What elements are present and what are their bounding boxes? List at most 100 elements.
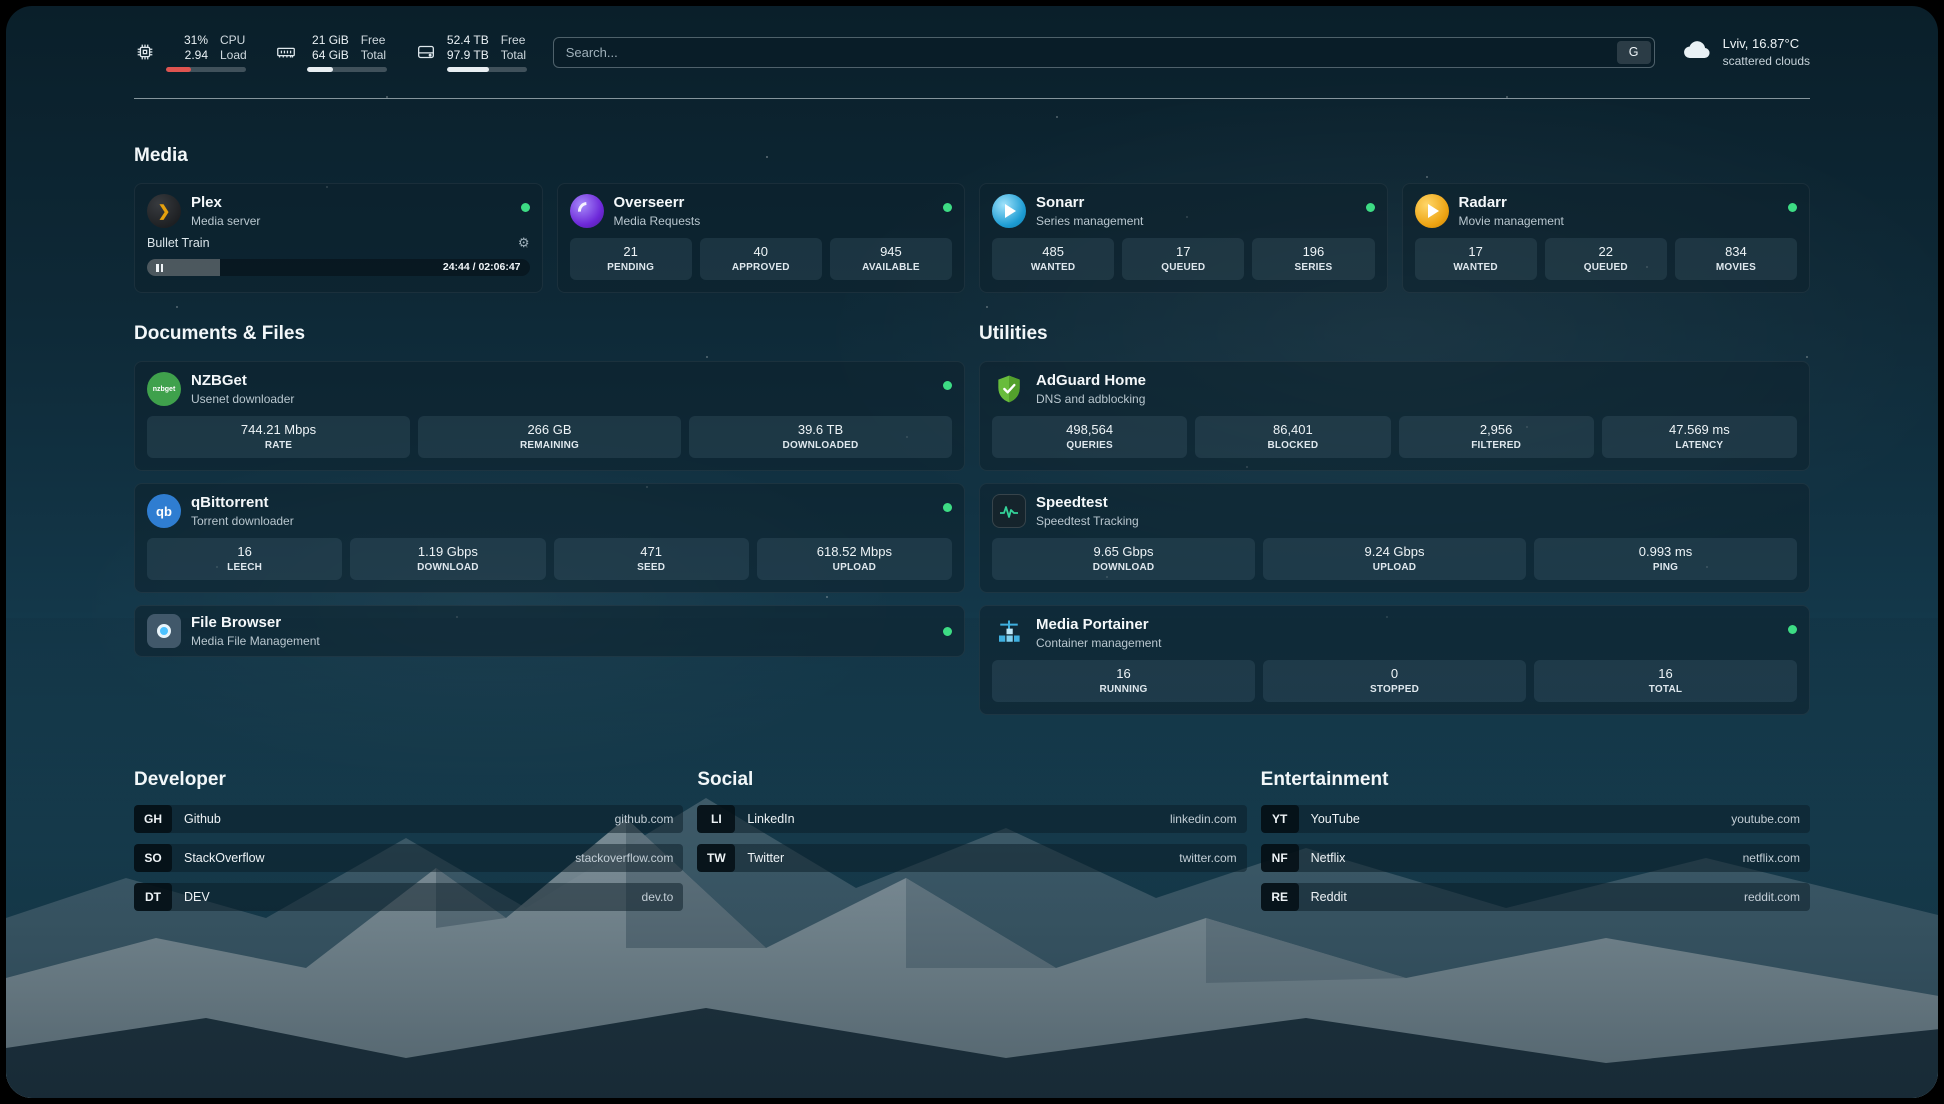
disk-monitor: 52.4 TB 97.9 TB Free Total — [415, 33, 527, 72]
stat-value: 22 — [1598, 244, 1613, 259]
bookmark-abbr: NF — [1260, 844, 1299, 872]
stat-label: SEED — [637, 562, 666, 573]
plex-icon: ❯ — [147, 194, 181, 228]
stat-tile: 16 RUNNING — [992, 660, 1255, 702]
bookmark-linkedin[interactable]: LI LinkedIn linkedin.com — [697, 805, 1247, 833]
service-card-qbittorrent[interactable]: qb qBittorrent Torrent downloader 16 LEE… — [134, 483, 965, 593]
stat-label: QUEUED — [1583, 262, 1628, 273]
stat-value: 498,564 — [1066, 422, 1114, 437]
bookmark-url: dev.to — [641, 890, 674, 904]
stat-tile: 40 APPROVED — [699, 238, 822, 280]
bookmark-name: YouTube — [1310, 812, 1360, 826]
stat-label: DOWNLOAD — [1092, 562, 1155, 573]
stat-label: AVAILABLE — [862, 262, 920, 273]
service-card-overseerr[interactable]: Overseerr Media Requests 21 PENDING 40 A… — [556, 183, 965, 293]
stat-value: 196 — [1302, 244, 1325, 259]
stat-label: RATE — [264, 440, 293, 451]
utilities-column: Utilities AdGuard Home DNS and — [979, 323, 1810, 727]
service-card-radarr[interactable]: Radarr Movie management 17 WANTED 22 QUE… — [1401, 183, 1810, 293]
service-name: Sonarr — [1036, 194, 1085, 211]
sonarr-icon — [992, 194, 1026, 228]
disk-icon — [415, 41, 437, 63]
pause-icon[interactable] — [156, 263, 163, 272]
stat-tile: 1.19 Gbps DOWNLOAD — [350, 538, 546, 580]
plex-player-bar[interactable]: 24:44 / 02:06:47 — [147, 259, 530, 276]
service-card-portainer[interactable]: Media Portainer Container management 16 … — [979, 605, 1810, 715]
service-name: NZBGet — [191, 372, 247, 389]
stat-value: 0.993 ms — [1638, 544, 1693, 559]
bookmark-url: github.com — [614, 812, 674, 826]
stat-value: 945 — [880, 244, 902, 259]
stat-label: WANTED — [1453, 262, 1498, 273]
stat-tile: 498,564 QUERIES — [992, 416, 1188, 458]
stat-tile: 16 TOTAL — [1534, 660, 1797, 702]
stat-label: QUERIES — [1066, 440, 1113, 451]
status-dot — [1365, 202, 1375, 212]
bookmark-reddit[interactable]: RE Reddit reddit.com — [1260, 883, 1810, 911]
stat-value: 17 — [1176, 244, 1191, 259]
search-provider-button[interactable]: G — [1616, 40, 1651, 64]
stat-tile: 266 GB REMAINING — [418, 416, 681, 458]
status-dot — [943, 202, 952, 212]
stat-value: 744.21 Mbps — [240, 422, 317, 437]
stat-tile: 47.569 ms LATENCY — [1601, 416, 1797, 458]
stat-value: 485 — [1042, 244, 1064, 259]
cpu-label: CPU — [220, 32, 246, 47]
gear-icon[interactable]: ⚙ — [517, 235, 530, 250]
bookmark-abbr: DT — [134, 883, 172, 911]
service-card-plex[interactable]: ❯ Plex Media server Bullet Train ⚙ 24:44… — [134, 183, 543, 293]
stat-value: 834 — [1725, 244, 1747, 259]
memory-icon — [275, 41, 297, 63]
bookmark-netflix[interactable]: NF Netflix netflix.com — [1260, 844, 1810, 872]
bookmark-twitter[interactable]: TW Twitter twitter.com — [697, 844, 1247, 872]
bookmark-name: DEV — [184, 890, 210, 904]
top-bar: 31% 2.94 CPU Load — [134, 28, 1810, 76]
stat-value: 16 — [1116, 666, 1131, 681]
service-card-nzbget[interactable]: nzbget NZBGet Usenet downloader 744.21 M… — [134, 361, 965, 471]
stat-label: TOTAL — [1648, 684, 1683, 695]
service-desc: DNS and adblocking — [1036, 392, 1146, 406]
stat-label: LATENCY — [1675, 440, 1724, 451]
service-card-filebrowser[interactable]: File Browser Media File Management — [134, 605, 965, 657]
disk-progress-bar — [446, 66, 527, 72]
radarr-icon — [1414, 194, 1449, 228]
stat-tile: 0.993 ms PING — [1534, 538, 1797, 580]
stat-value: 9.24 Gbps — [1364, 544, 1425, 559]
stat-value: 16 — [1658, 666, 1673, 681]
snow-specks — [6, 6, 8, 8]
stat-value: 9.65 Gbps — [1093, 544, 1154, 559]
overseerr-icon — [569, 194, 604, 228]
nzbget-icon: nzbget — [147, 372, 181, 406]
bookmark-github[interactable]: GH Github github.com — [134, 805, 684, 833]
cpu-percent: 31% — [183, 32, 208, 47]
disk-total-label: Total — [500, 47, 527, 62]
stat-value: 266 GB — [527, 422, 572, 437]
stat-label: REMAINING — [519, 440, 580, 451]
service-card-adguard[interactable]: AdGuard Home DNS and adblocking 498,564 … — [979, 361, 1810, 471]
stat-value: 86,401 — [1272, 422, 1313, 437]
stat-tile: 0 STOPPED — [1263, 660, 1526, 702]
bookmark-stackoverflow[interactable]: SO StackOverflow stackoverflow.com — [134, 844, 684, 872]
status-dot — [1788, 624, 1797, 634]
service-name: Overseerr — [613, 194, 685, 211]
bookmark-url: stackoverflow.com — [575, 851, 674, 865]
documents-column: Documents & Files nzbget NZBGet Usenet d… — [134, 323, 965, 669]
disk-free-label: Free — [500, 32, 526, 47]
memory-free-value: 21 GiB — [312, 32, 349, 47]
search-input[interactable] — [552, 36, 1655, 68]
bookmark-url: netflix.com — [1742, 851, 1800, 865]
stat-value: 618.52 Mbps — [816, 544, 892, 559]
stat-value: 39.6 TB — [797, 422, 844, 437]
bookmark-dev[interactable]: DT DEV dev.to — [134, 883, 684, 911]
service-card-speedtest[interactable]: Speedtest Speedtest Tracking 9.65 Gbps D… — [979, 483, 1810, 593]
memory-free-label: Free — [360, 32, 386, 47]
stat-tile: 2,956 FILTERED — [1398, 416, 1594, 458]
weather-widget[interactable]: Lviv, 16.87°C scattered clouds — [1681, 36, 1810, 68]
service-card-sonarr[interactable]: Sonarr Series management 485 WANTED 17 Q… — [979, 183, 1388, 293]
header-divider — [134, 98, 1810, 99]
memory-total-value: 64 GiB — [312, 47, 349, 62]
stat-tile: 39.6 TB DOWNLOADED — [689, 416, 952, 458]
bookmark-youtube[interactable]: YT YouTube youtube.com — [1260, 805, 1810, 833]
weather-location: Lviv, 16.87°C — [1722, 36, 1800, 51]
stat-tile: 86,401 BLOCKED — [1195, 416, 1391, 458]
